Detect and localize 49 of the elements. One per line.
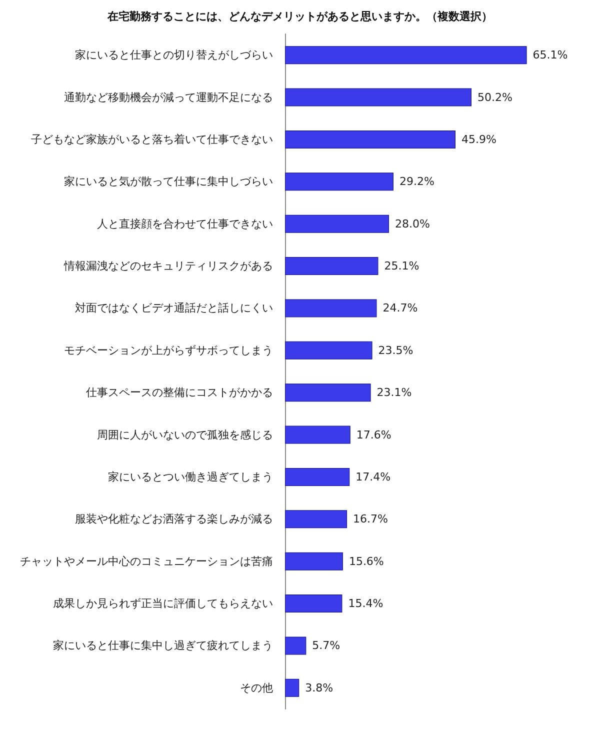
y-tick-label: 仕事スペースの整備にコストがかかる: [86, 386, 273, 400]
y-tick-label: 服装や化粧などお洒落する楽しみが減る: [75, 512, 273, 526]
bar: [285, 426, 350, 444]
data-label: 25.1%: [384, 260, 420, 273]
data-label: 17.6%: [356, 428, 392, 442]
y-tick-label: チャットやメール中心のコミュニケーションは苦痛: [20, 554, 273, 568]
bar: [285, 88, 472, 106]
y-tick-label: 子どもなど家族がいると落ち着いて仕事できない: [31, 132, 273, 146]
y-tick-label: 人と直接顔を合わせて仕事できない: [97, 217, 273, 230]
y-tick-label: モチベーションが上がらずサボってしまう: [64, 344, 273, 357]
y-tick-label: 対面ではなくビデオ通話だと話しにくい: [75, 302, 273, 315]
bar: [285, 510, 348, 528]
data-label: 29.2%: [399, 175, 434, 188]
bar: [285, 341, 372, 360]
data-label: 16.7%: [353, 512, 388, 526]
data-label: 50.2%: [477, 90, 512, 104]
bar: [285, 257, 378, 276]
y-tick-label: 通勤など移動機会が減って運動不足になる: [64, 90, 273, 104]
bar: [285, 299, 377, 318]
data-label: 15.4%: [348, 597, 384, 610]
y-tick-label: 家にいると気が散って仕事に集中しづらい: [64, 175, 273, 188]
bar: [285, 594, 342, 613]
data-label: 24.7%: [382, 302, 418, 315]
y-tick-label: 家にいると仕事に集中し過ぎて疲れてしまう: [53, 639, 273, 652]
bar: [285, 468, 350, 486]
bar: [285, 384, 371, 402]
chart-title: 在宅勤務することには、どんなデメリットがあると思いますか。（複数選択）: [106, 10, 492, 23]
data-label: 23.5%: [378, 344, 414, 357]
data-label: 45.9%: [461, 132, 496, 146]
bar: [285, 214, 389, 233]
data-label: 15.6%: [348, 554, 384, 568]
data-label: 17.4%: [356, 470, 391, 484]
bar: [285, 636, 306, 655]
data-label: 28.0%: [395, 217, 430, 230]
data-label: 23.1%: [376, 386, 412, 400]
data-label: 5.7%: [312, 639, 340, 652]
bar: [285, 172, 394, 191]
y-tick-label: 家にいるとつい働き過ぎてしまう: [108, 470, 273, 484]
y-tick-label: 周囲に人がいないので孤独を感じる: [97, 428, 273, 442]
y-tick-label: その他: [240, 681, 273, 694]
bar: [285, 46, 527, 64]
data-label: 65.1%: [532, 48, 568, 62]
bar: [285, 552, 343, 570]
bar: [285, 130, 456, 148]
data-label: 3.8%: [305, 681, 334, 694]
y-tick-label: 成果しか見られず正当に評価してもらえない: [53, 597, 273, 610]
bar: [285, 678, 300, 697]
y-tick-label: 家にいると仕事との切り替えがしづらい: [75, 48, 273, 62]
y-tick-label: 情報漏洩などのセキュリティリスクがある: [63, 260, 273, 273]
